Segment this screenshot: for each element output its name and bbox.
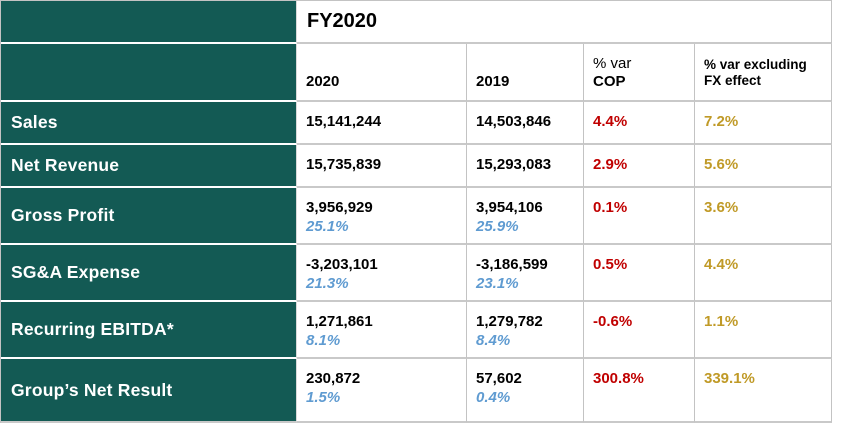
value-2020: 1,271,861 8.1% [297, 302, 467, 359]
row-label: Net Revenue [1, 145, 297, 188]
var-fx-value: 7.2% [695, 102, 832, 145]
row-label: Gross Profit [1, 188, 297, 245]
var-cop-header-line2: COP [593, 73, 626, 90]
value-2019: 14,503,846 [467, 102, 584, 145]
financial-results-table: FY2020 2020 2019 % var COP % var excludi… [0, 0, 832, 423]
table-row-group-net-result: Group’s Net Result 230,872 1.5% 57,602 0.4… [1, 359, 832, 423]
margin-percent-2019: 25.9% [476, 218, 519, 235]
column-header-2020: 2020 [297, 44, 467, 102]
corner-spacer-cell [1, 1, 297, 44]
column-header-row: 2020 2019 % var COP % var excluding FX e… [1, 44, 832, 102]
row-label: Group’s Net Result [1, 359, 297, 423]
value-2020: 3,956,929 25.1% [297, 188, 467, 245]
var-cop-value: 0.5% [584, 245, 695, 302]
var-cop-value: -0.6% [584, 302, 695, 359]
var-cop-value: 2.9% [584, 145, 695, 188]
table-row-sga-expense: SG&A Expense -3,203,101 21.3% -3,186,599 2… [1, 245, 832, 302]
var-fx-value: 339.1% [695, 359, 832, 423]
margin-percent-2019: 23.1% [476, 275, 519, 292]
margin-percent-2019: 0.4% [476, 389, 511, 406]
var-fx-header-line2: FX effect [704, 73, 762, 88]
value-2020: 230,872 1.5% [297, 359, 467, 423]
column-header-var-cop: % var COP [584, 44, 695, 102]
corner-spacer-cell [1, 44, 297, 102]
column-header-2019: 2019 [467, 44, 584, 102]
value-2019: -3,186,599 23.1% [467, 245, 584, 302]
var-cop-header-line1: % var [593, 55, 632, 72]
table-row-gross-profit: Gross Profit 3,956,929 25.1% 3,954,106 25.… [1, 188, 832, 245]
value-2020: -3,203,101 21.3% [297, 245, 467, 302]
table-row-recurring-ebitda: Recurring EBITDA* 1,271,861 8.1% 1,279,78… [1, 302, 832, 359]
var-fx-value: 5.6% [695, 145, 832, 188]
margin-percent-2019: 8.4% [476, 332, 511, 349]
value-2019: 57,602 0.4% [467, 359, 584, 423]
var-fx-header-line1: % var excluding [704, 57, 807, 72]
table-row-net-revenue: Net Revenue 15,735,839 15,293,083 2.9% 5… [1, 145, 832, 188]
value-2019: 15,293,083 [467, 145, 584, 188]
margin-percent-2020: 1.5% [306, 389, 341, 406]
margin-percent-2020: 21.3% [306, 275, 349, 292]
margin-percent-2020: 8.1% [306, 332, 341, 349]
var-fx-value: 4.4% [695, 245, 832, 302]
row-label: Sales [1, 102, 297, 145]
table-row-sales: Sales 15,141,244 14,503,846 4.4% 7.2% [1, 102, 832, 145]
var-fx-value: 1.1% [695, 302, 832, 359]
value-2020: 15,141,244 [297, 102, 467, 145]
var-cop-value: 300.8% [584, 359, 695, 423]
fiscal-year-title: FY2020 [297, 1, 832, 44]
margin-percent-2020: 25.1% [306, 218, 349, 235]
value-2020: 15,735,839 [297, 145, 467, 188]
value-2019: 3,954,106 25.9% [467, 188, 584, 245]
column-header-var-fx: % var excluding FX effect [695, 44, 832, 102]
var-cop-value: 0.1% [584, 188, 695, 245]
value-2019: 1,279,782 8.4% [467, 302, 584, 359]
row-label: Recurring EBITDA* [1, 302, 297, 359]
fiscal-year-row: FY2020 [1, 1, 832, 44]
var-fx-value: 3.6% [695, 188, 832, 245]
row-label: SG&A Expense [1, 245, 297, 302]
var-cop-value: 4.4% [584, 102, 695, 145]
